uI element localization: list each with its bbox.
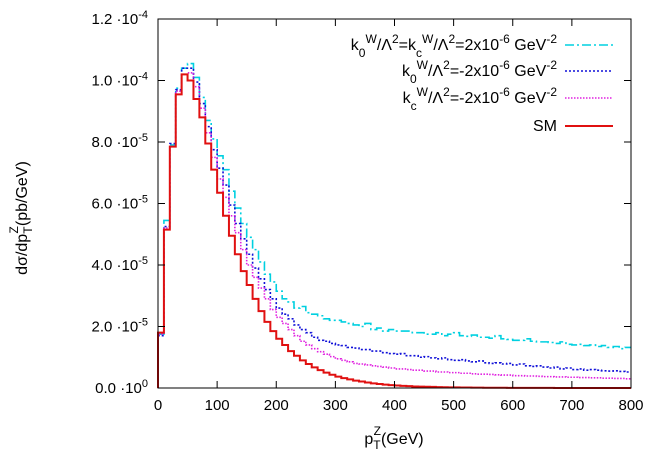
legend: k0W/Λ2=kcW/Λ2=2x10-6 GeV-2k0W/Λ2=-2x10-6… — [351, 32, 613, 135]
x-tick-label: 600 — [500, 397, 525, 414]
y-tick-label: 6.0 ·10-5 — [92, 194, 148, 213]
x-tick-label: 700 — [559, 397, 584, 414]
legend-label: kcW/Λ2=-2x10-6 GeV-2 — [403, 85, 558, 113]
series-layer — [157, 62, 631, 389]
y-axis-label: dσ/dpTZ(pb/GeV) — [7, 161, 35, 275]
legend-label: k0W/Λ2=-2x10-6 GeV-2 — [402, 58, 557, 86]
y-tick-label: 0.0 ·100 — [95, 378, 148, 397]
x-tick-label: 200 — [264, 397, 289, 414]
x-tick-label: 400 — [382, 397, 407, 414]
y-tick-label: 8.0 ·10-5 — [92, 132, 148, 151]
y-tick-label: 1.0 ·10-4 — [92, 71, 148, 90]
legend-label: k0W/Λ2=kcW/Λ2=2x10-6 GeV-2 — [351, 32, 558, 60]
x-tick-label: 0 — [154, 397, 162, 414]
series-4-line — [157, 73, 631, 389]
x-tick-label: 300 — [323, 397, 348, 414]
x-tick-label: 100 — [205, 397, 230, 414]
x-tick-label: 800 — [618, 397, 643, 414]
y-tick-label: 4.0 ·10-5 — [92, 255, 148, 274]
legend-label: SM — [533, 118, 557, 135]
series-1-line — [157, 62, 631, 388]
y-tick-label: 2.0 ·10-5 — [92, 317, 148, 336]
series-3-line — [157, 72, 631, 388]
x-axis-label: pTZ(GeV) — [364, 424, 423, 452]
series-2-line — [157, 67, 631, 388]
ticks-layer: 0 100 200 300 400 500 600 700 800 0.0 ·100 2.0 ·10… — [92, 9, 644, 414]
x-tick-label: 500 — [441, 397, 466, 414]
y-tick-label: 1.2 ·10-4 — [92, 9, 148, 28]
